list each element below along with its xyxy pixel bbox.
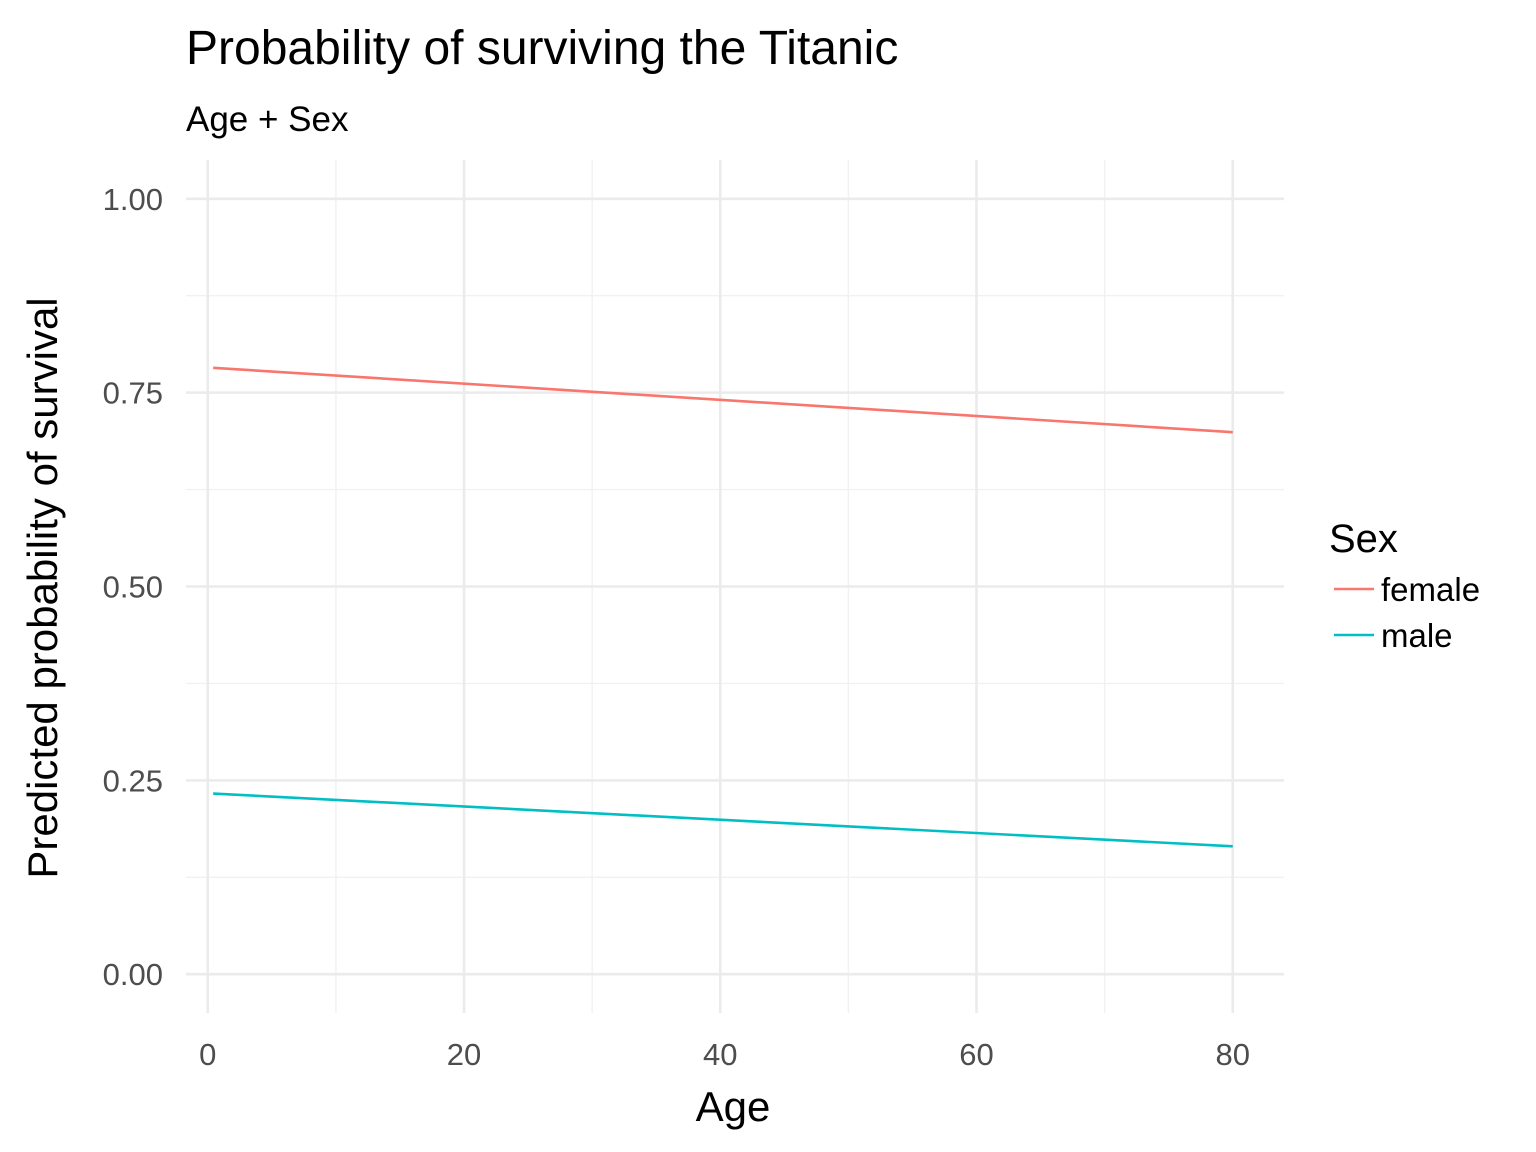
legend-title: Sex [1329,517,1398,561]
y-tick-label: 1.00 [103,182,163,217]
series-line-female [213,366,1233,434]
y-tick-label: 0.75 [103,376,163,411]
chart-title: Probability of surviving the Titanic [186,22,898,75]
y-tick-label: 0.50 [103,570,163,605]
y-tick-label: 0.25 [103,763,163,798]
x-axis-title: Age [696,1083,771,1130]
y-axis-title: Predicted probability of survival [19,297,66,878]
y-axis-ticks: 0.00 0.25 0.50 0.75 1.00 [103,182,163,992]
x-tick-label: 40 [703,1037,737,1072]
x-axis-ticks: 0 20 40 60 80 [199,1037,1250,1072]
minor-gridlines [186,160,1284,1013]
series-lines [213,366,1233,848]
series-line-male [213,792,1233,848]
legend: Sex female male [1329,517,1480,654]
y-tick-label: 0.00 [103,957,163,992]
x-tick-label: 20 [447,1037,481,1072]
x-tick-label: 80 [1216,1037,1250,1072]
legend-label-female: female [1381,571,1480,608]
major-gridlines [186,160,1284,1013]
x-tick-label: 60 [959,1037,993,1072]
legend-label-male: male [1381,617,1453,654]
chart-subtitle: Age + Sex [186,100,349,139]
x-tick-label: 0 [199,1037,216,1072]
